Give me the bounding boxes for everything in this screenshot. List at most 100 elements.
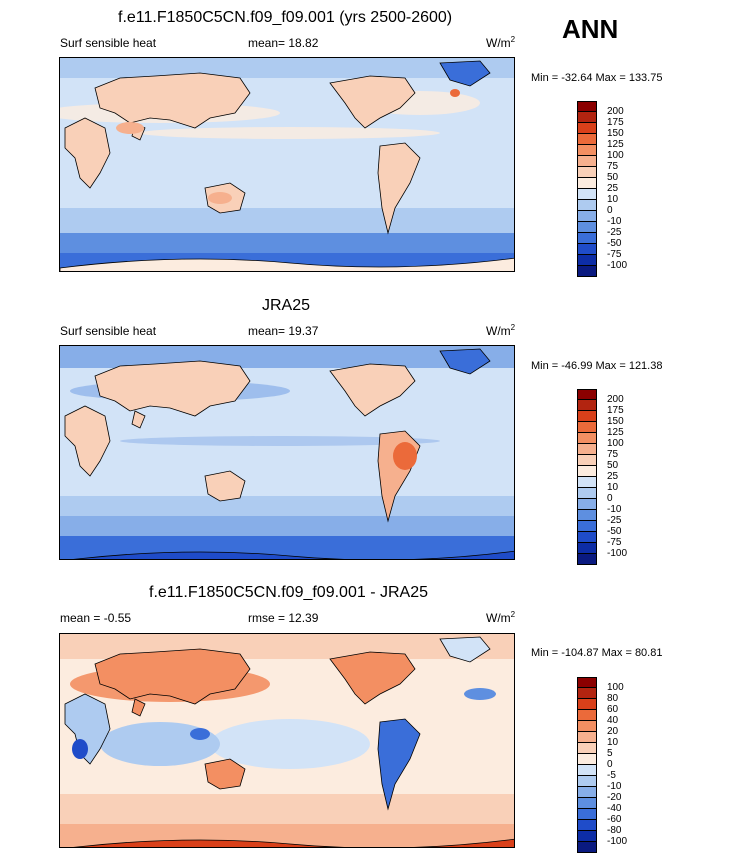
colorbar-box — [577, 422, 597, 433]
colorbar-tick-label: 50 — [607, 172, 619, 183]
colorbar-tick-label: -20 — [607, 792, 622, 803]
colorbar-box — [577, 532, 597, 543]
colorbar-box — [577, 776, 597, 787]
north-america — [329, 75, 416, 129]
colorbar-tick-label: -100 — [607, 548, 628, 559]
panel-3-units: W/m2 — [486, 610, 516, 625]
colorbar-box — [577, 820, 597, 831]
colorbar-tick-label: 80 — [607, 693, 619, 704]
india — [131, 698, 146, 717]
colorbar-box — [577, 765, 597, 776]
colorbar-box — [577, 510, 597, 521]
panel-3-title: f.e11.F1850C5CN.f09_f09.001 - JRA25 — [149, 584, 428, 601]
colorbar-tick-label: 75 — [607, 449, 619, 460]
colorbar-box — [577, 543, 597, 554]
colorbar-box — [577, 554, 597, 565]
south-pacific-cool — [210, 719, 370, 769]
colorbar-tick-label: 20 — [607, 726, 619, 737]
panel-2-units: W/m2 — [486, 323, 516, 338]
south-america — [377, 142, 421, 235]
africa — [64, 693, 111, 765]
colorbar-box — [577, 167, 597, 178]
colorbar-tick-label: 200 — [607, 394, 624, 405]
colorbar-tick-label: 175 — [607, 405, 624, 416]
colorbar-tick-label: 50 — [607, 460, 619, 471]
greenland — [439, 60, 491, 87]
colorbar-box — [577, 787, 597, 798]
equatorial-band — [120, 436, 440, 446]
continents — [64, 636, 491, 811]
australia — [204, 758, 246, 790]
colorbar-tick-label: 10 — [607, 482, 619, 493]
colorbar-box — [577, 200, 597, 211]
colorbar-tick-label: 10 — [607, 737, 619, 748]
colorbar-box — [577, 400, 597, 411]
africa — [64, 117, 111, 189]
colorbar-tick-label: 0 — [607, 493, 613, 504]
panel-2-title: JRA25 — [262, 297, 311, 314]
colorbar-box — [577, 809, 597, 820]
colorbar-box — [577, 222, 597, 233]
india — [131, 410, 146, 429]
colorbar-tick-label: 5 — [607, 748, 613, 759]
arctic-band — [60, 58, 514, 78]
coldspot-indonesia — [190, 728, 210, 740]
indian-ocean-cool — [100, 722, 220, 766]
colorbar-box — [577, 455, 597, 466]
colorbar-tick-label: 0 — [607, 205, 613, 216]
coldspot-atlantic — [464, 688, 496, 700]
colorbar-box — [577, 721, 597, 732]
colorbar-tick-label: -100 — [607, 836, 628, 847]
colorbar-box — [577, 123, 597, 134]
colorbar-tick-label: 150 — [607, 416, 624, 427]
colorbar-box — [577, 743, 597, 754]
colorbar-tick-label: 200 — [607, 106, 624, 117]
colorbar-box — [577, 145, 597, 156]
colorbar-box — [577, 688, 597, 699]
colorbar-tick-label: -10 — [607, 216, 622, 227]
colorbar-box — [577, 444, 597, 455]
colorbar-box — [577, 244, 597, 255]
colorbar-tick-label: 60 — [607, 704, 619, 715]
antarctica — [60, 257, 514, 271]
colorbar-box — [577, 754, 597, 765]
colorbar-tick-label: 40 — [607, 715, 619, 726]
north-america — [329, 651, 416, 705]
colorbar-box — [577, 266, 597, 277]
hotspot-south-america — [393, 442, 417, 470]
colorbar-box — [577, 710, 597, 721]
colorbar-tick-label: -10 — [607, 504, 622, 515]
colorbar-box — [577, 499, 597, 510]
colorbar-tick-label: 100 — [607, 438, 624, 449]
colorbar-box — [577, 831, 597, 842]
colorbar-box — [577, 677, 597, 688]
panel-1-title: f.e11.F1850C5CN.f09_f09.001 (yrs 2500-26… — [118, 9, 453, 26]
colorbar-box — [577, 178, 597, 189]
panel-2-mean: mean= 19.37 — [248, 324, 319, 338]
panel-3-minmax: Min = -104.87 Max = 80.81 — [531, 647, 663, 659]
hotspot-labrador — [450, 89, 460, 97]
colorbar-tick-label: -10 — [607, 781, 622, 792]
southern-ocean-band — [60, 208, 514, 233]
colorbar-box — [577, 233, 597, 244]
colorbar-box — [577, 433, 597, 444]
panel-3-rmse: rmse = 12.39 — [248, 611, 319, 625]
panel-2-map — [59, 345, 515, 560]
panel-1-units: W/m2 — [486, 35, 516, 50]
eurasia — [94, 72, 251, 129]
colorbar-tick-label: 100 — [607, 150, 624, 161]
colorbar-tick-label: -25 — [607, 227, 622, 238]
panel-3-map — [59, 633, 515, 848]
colorbar-tick-label: 25 — [607, 183, 619, 194]
panel-3-colorbar — [577, 677, 597, 853]
colorbar-tick-label: -40 — [607, 803, 622, 814]
colorbar-tick-label: -75 — [607, 249, 622, 260]
colorbar-box — [577, 521, 597, 532]
southern-ocean-band-2 — [60, 516, 514, 536]
colorbar-box — [577, 411, 597, 422]
eurasia — [94, 360, 251, 417]
colorbar-tick-label: 100 — [607, 682, 624, 693]
trade-band — [140, 127, 440, 139]
colorbar-box — [577, 732, 597, 743]
colorbar-box — [577, 101, 597, 112]
